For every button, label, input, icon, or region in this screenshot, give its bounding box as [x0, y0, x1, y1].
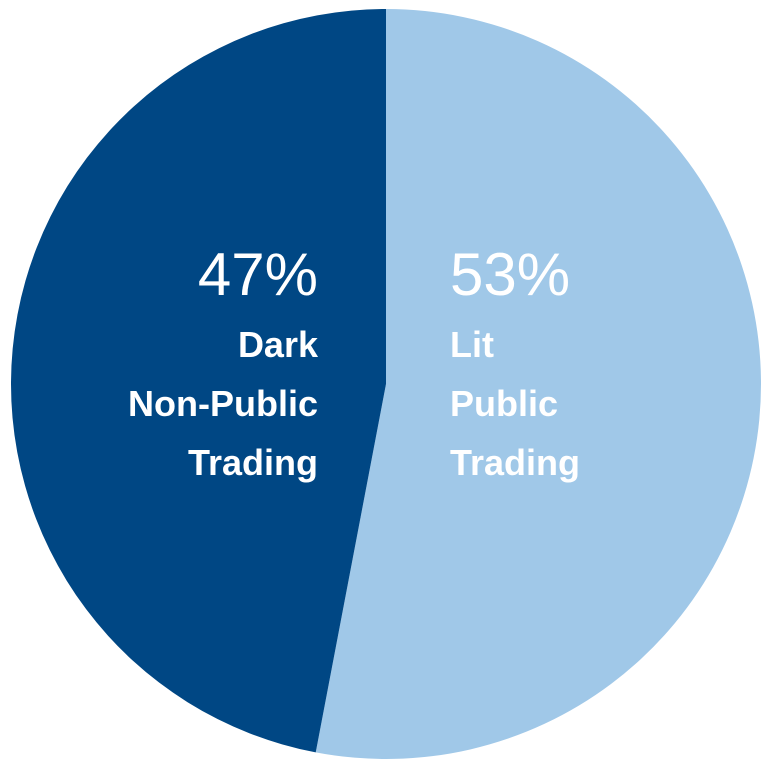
value-label: 53% — [450, 241, 570, 308]
value-label: 47% — [198, 241, 318, 308]
category-label: Lit Public Trading — [450, 324, 580, 483]
category-label: Dark Non-Public Trading — [128, 324, 319, 483]
pie-slice — [10, 8, 386, 753]
pie-slice — [315, 9, 761, 759]
